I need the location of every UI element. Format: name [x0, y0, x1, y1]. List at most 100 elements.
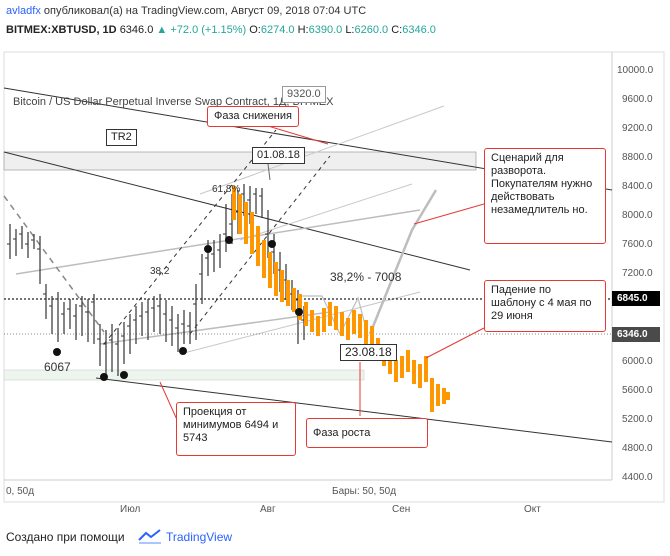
pivot-dot: [204, 245, 212, 253]
projection-bar: [370, 326, 374, 350]
projection-bar: [274, 262, 278, 296]
projection-bar: [268, 252, 272, 288]
projection-bar: [388, 354, 392, 374]
leader-phase-down: [267, 125, 329, 145]
projection-bar: [446, 392, 450, 400]
projection-bar: [322, 308, 326, 332]
bars-info: Бары: 50, 50д: [332, 486, 397, 497]
trendline-label: TR2: [106, 129, 137, 146]
price-tick: 10000.0: [617, 65, 654, 76]
price-label-9320: 9320.0: [282, 86, 326, 103]
close-value: 6346.0: [402, 24, 436, 36]
close-label: C:: [391, 24, 403, 36]
projection-bar: [328, 302, 332, 326]
projection-bar: [232, 186, 236, 220]
price-tick: 8000.0: [622, 210, 653, 221]
price-tick: 9600.0: [622, 94, 653, 105]
chart-frame: [3, 51, 665, 503]
projection-bar: [304, 302, 308, 326]
symbol-label: BITMEX:XBTUSD, 1D: [6, 24, 117, 36]
last-price: 6346.0: [119, 24, 154, 36]
leader-date-top: [267, 163, 271, 181]
projection-bar: [256, 226, 260, 266]
lower-trend-line: [95, 377, 613, 443]
pivot-dot: [225, 236, 233, 244]
open-value: 6274.0: [260, 24, 295, 36]
pivot-dot: [179, 347, 187, 355]
projection-bar: [262, 240, 266, 278]
price-tick: 5200.0: [622, 414, 653, 425]
resistance-zone: [3, 151, 477, 171]
note-phase-down[interactable]: Фаза снижения: [207, 106, 299, 127]
projection-bar: [412, 360, 416, 384]
dashed-grey-line: [3, 195, 105, 333]
price-chart[interactable]: Bitcoin / US Dollar Perpetual Inverse Sw…: [0, 44, 670, 515]
fib-382-small-label: 38,2: [150, 266, 170, 277]
leader-projection: [159, 381, 179, 423]
middle-trend-line: [3, 151, 471, 271]
price-tick: 7200.0: [622, 268, 653, 279]
projection-bar: [406, 350, 410, 372]
fib-618-label: 61,8%: [212, 184, 241, 195]
projection-bar: [430, 378, 434, 412]
price-tick: 6000.0: [622, 356, 653, 367]
pivot-dot: [100, 373, 108, 381]
projection-bar: [334, 306, 338, 330]
projection-bar: [418, 364, 422, 388]
rising-channel-upper: [15, 209, 421, 275]
pivot-dot: [53, 348, 61, 356]
tradingview-logo-icon[interactable]: [138, 528, 162, 544]
symbol-line: BITMEX:XBTUSD, 1D 6346.0 ▲ +72.0 (+1.15%…: [6, 24, 436, 36]
made-with-text: Создано при помощи: [6, 530, 125, 544]
price-tick: 4800.0: [622, 443, 653, 454]
projection-bar: [292, 288, 296, 312]
leader-scenario: [413, 203, 485, 225]
projection-bar: [316, 316, 320, 336]
projection-bar: [364, 320, 368, 344]
fan-line-1: [199, 105, 445, 195]
projection-bar: [358, 314, 362, 338]
high-label: H:: [297, 24, 309, 36]
tradingview-link[interactable]: TradingView: [166, 530, 233, 544]
price-tick: 5600.0: [622, 385, 653, 396]
time-tick: Июл: [120, 504, 141, 515]
price-tick: 8400.0: [622, 181, 653, 192]
price-flag-6346: 6346.0: [617, 329, 648, 340]
chart-subtitle: Bitcoin / US Dollar Perpetual Inverse Sw…: [13, 96, 334, 108]
time-tick: Авг: [260, 504, 276, 515]
reversal-arrow: [368, 189, 438, 335]
fan-line-2: [239, 183, 413, 241]
author-link[interactable]: avladfx: [6, 5, 41, 17]
projection-bar: [286, 280, 290, 306]
fib-382-label: 38,2% - 7008: [330, 270, 402, 284]
projection-bar: [400, 356, 404, 378]
price-flag-6845: 6845.0: [617, 293, 648, 304]
projection-bar: [238, 194, 242, 234]
note-pattern[interactable]: Падение по шаблону с 4 мая по 29 июня: [484, 280, 606, 332]
time-tick: Сен: [392, 504, 411, 515]
note-projection[interactable]: Проекция от минимумов 6494 и 5743: [176, 402, 296, 456]
published-text: опубликовал(а) на TradingView.com, Авгус…: [43, 5, 367, 17]
high-value: 6390.0: [308, 24, 343, 36]
note-scenario[interactable]: Сценарий для разворота. Покупателям нужн…: [484, 148, 606, 244]
projection-bar: [298, 294, 302, 320]
price-flag-6346-bg: [612, 327, 660, 342]
projection-bar: [436, 384, 440, 406]
chart-canvas[interactable]: [0, 44, 670, 504]
price-change: ▲ +72.0 (+1.15%): [156, 24, 247, 36]
price-flag-6845-bg: [612, 291, 660, 306]
note-phase-up[interactable]: Фаза роста: [306, 418, 428, 448]
price-tick: 7600.0: [622, 239, 653, 250]
projection-bar: [250, 212, 254, 254]
left-bars-info: 0, 50д: [6, 486, 35, 497]
date-label-mid: 23.08.18: [340, 344, 397, 361]
dashed-projection-1: [103, 129, 277, 345]
publish-line: avladfx опубликовал(а) на TradingView.co…: [6, 5, 366, 17]
open-label: O:: [249, 24, 261, 36]
publish-header: avladfx опубликовал(а) на TradingView.co…: [0, 0, 670, 44]
projection-bars: [232, 186, 450, 412]
fan-line-3: [179, 291, 421, 355]
level-6067-label: 6067: [44, 360, 71, 374]
projection-bar: [244, 202, 248, 244]
projection-bar: [340, 312, 344, 336]
